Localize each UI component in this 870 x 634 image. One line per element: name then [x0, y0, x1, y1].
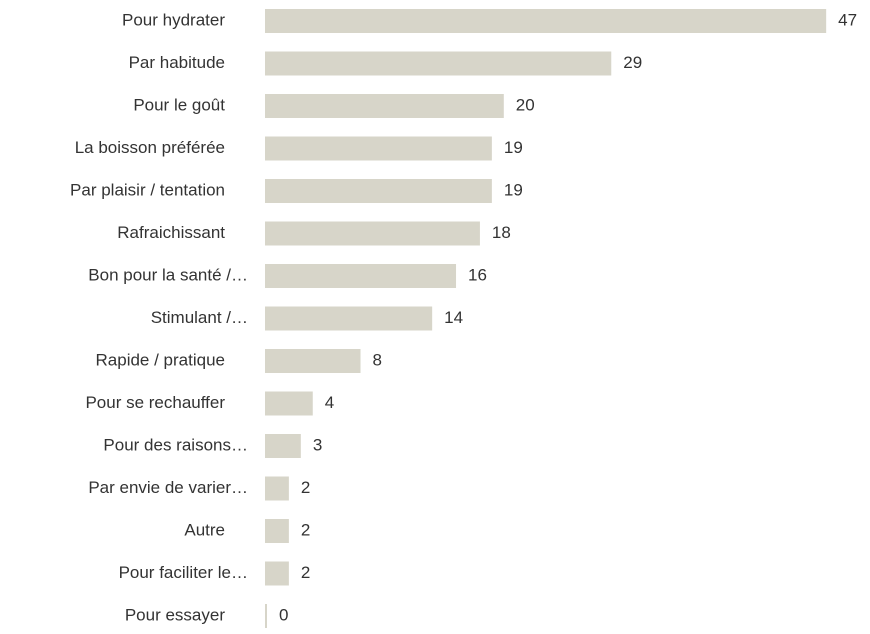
- value-label: 16: [468, 265, 487, 284]
- bar: [265, 306, 433, 331]
- bar: [265, 136, 492, 161]
- bar: [265, 221, 480, 246]
- bar: [265, 391, 313, 416]
- bar: [265, 9, 827, 33]
- value-label: 14: [444, 308, 463, 327]
- category-label: Pour hydrater: [122, 10, 225, 29]
- category-label: Rapide / pratique: [96, 350, 225, 369]
- value-label: 47: [838, 10, 857, 29]
- bar: [265, 476, 289, 501]
- category-label: Bon pour la santé /…: [88, 265, 248, 284]
- category-label: Pour se rechauffer: [85, 393, 225, 412]
- category-label: Par plaisir / tentation: [70, 180, 225, 199]
- category-label: Stimulant /…: [151, 308, 248, 327]
- value-label: 2: [301, 563, 310, 582]
- value-label: 0: [279, 605, 288, 624]
- category-label: La boisson préférée: [75, 138, 225, 157]
- value-label: 29: [623, 53, 642, 72]
- bar: [265, 519, 289, 543]
- bar: [265, 264, 457, 288]
- bar: [265, 51, 612, 76]
- category-label: Rafraichissant: [117, 223, 225, 242]
- value-label: 4: [325, 393, 334, 412]
- category-label: Pour faciliter le…: [119, 563, 248, 582]
- category-label: Par envie de varier…: [88, 478, 248, 497]
- value-label: 20: [516, 95, 535, 114]
- category-label: Pour essayer: [125, 605, 225, 624]
- bar: [265, 179, 492, 203]
- value-label: 8: [373, 350, 382, 369]
- bar: [265, 434, 301, 458]
- bar: [265, 604, 267, 628]
- value-label: 2: [301, 520, 310, 539]
- category-label: Pour des raisons…: [103, 435, 248, 454]
- category-label: Par habitude: [129, 53, 225, 72]
- category-label: Pour le goût: [133, 95, 225, 114]
- value-label: 19: [504, 180, 523, 199]
- bar: [265, 561, 289, 586]
- value-label: 2: [301, 478, 310, 497]
- value-label: 3: [313, 435, 322, 454]
- category-label: Autre: [184, 520, 225, 539]
- bar: [265, 349, 361, 373]
- bar: [265, 94, 504, 118]
- value-label: 19: [504, 138, 523, 157]
- value-label: 18: [492, 223, 511, 242]
